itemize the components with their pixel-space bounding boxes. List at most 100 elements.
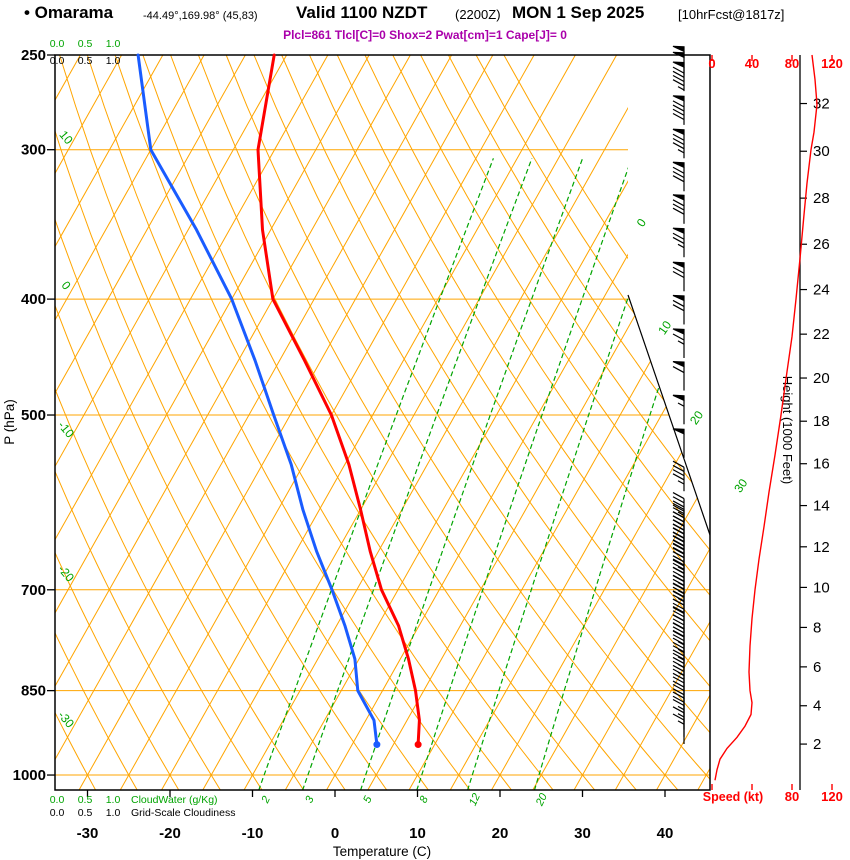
temperature-tick-label: -30 — [77, 825, 99, 842]
isotherm-line — [573, 55, 710, 790]
dry-adiabat-line — [420, 55, 710, 790]
wind-barb — [672, 492, 685, 523]
wind-barb — [672, 45, 685, 76]
wind-barb — [672, 428, 685, 458]
isotherm-line — [119, 55, 535, 790]
height-tick-label: 8 — [813, 619, 821, 636]
mixing-ratio-label: 20 — [533, 791, 550, 809]
cloudiness-scale-value: 0.0 — [50, 55, 65, 67]
temperature-tick-label: 40 — [657, 825, 674, 842]
isotherm-line — [367, 55, 710, 790]
wind-barb — [672, 328, 685, 358]
speed-tick-label: 80 — [785, 56, 799, 71]
dewpoint-curve — [136, 53, 379, 747]
isotherm-line — [202, 55, 618, 790]
cloudiness-scale-value: 0.5 — [78, 807, 93, 819]
height-tick-label: 22 — [813, 326, 830, 343]
dry-adiabat-label: -10 — [55, 418, 77, 441]
height-tick-label: 20 — [813, 370, 830, 387]
forecast-info: [10hrFcst@1817z] — [678, 7, 785, 22]
temperature-axis: -30 -20 -10 0 10 20 30 40 Temperature (C) — [77, 790, 674, 859]
dry-adiabat-line — [475, 55, 710, 790]
dry-adiabat-line — [142, 55, 554, 790]
cloud-scales: 0.00.00.00.00.50.50.50.51.01.01.01.0Clou… — [50, 38, 236, 819]
dry-adiabat-label: -20 — [55, 562, 77, 585]
station-title: • Omarama — [24, 3, 114, 22]
wind-barb — [672, 194, 685, 224]
height-tick-label: 24 — [813, 282, 830, 299]
dry-adiabat-line — [364, 55, 710, 790]
speed-axis-title: Speed (kt) — [703, 790, 763, 804]
plot-border — [54, 54, 711, 791]
mixing-ratio-label: 3 — [303, 794, 317, 805]
wind-barb — [672, 460, 685, 492]
wind-speed-curve — [714, 54, 818, 781]
dry-adiabat-line — [55, 55, 346, 790]
wind-barb — [672, 95, 685, 125]
temperature-tick-label: 20 — [492, 825, 509, 842]
height-tick-label: 12 — [813, 539, 830, 556]
isotherm-line — [284, 55, 700, 790]
pressure-axis-title: P (hPa) — [2, 399, 17, 445]
dry-adiabat-line — [225, 55, 679, 790]
mixing-ratio-line — [359, 158, 584, 790]
isotherm-label: 10 — [655, 318, 674, 337]
dry-adiabat-line — [55, 55, 305, 790]
speed-axis: 0 40 80 80 120 120 Speed (kt) — [703, 55, 843, 804]
dry-adiabat-label: -30 — [55, 708, 77, 731]
dry-adiabat-line — [55, 55, 263, 790]
mixing-ratio-line — [533, 158, 710, 790]
speed-tick-label: 80 — [785, 789, 799, 804]
isotherm-label: 30 — [731, 476, 750, 495]
mixing-ratio-label: 12 — [467, 792, 483, 808]
height-tick-label: 4 — [813, 698, 821, 715]
isotherm-line — [532, 55, 710, 790]
height-tick-label: 32 — [813, 96, 830, 113]
dewpoint-curve-surface-dot — [373, 741, 381, 749]
isotherm-line — [161, 55, 576, 790]
temperature-tick-label: -10 — [242, 825, 264, 842]
height-tick-label: 2 — [813, 736, 821, 753]
isotherm-line — [55, 55, 164, 790]
dry-adiabat-line — [55, 55, 97, 790]
cloudwater-scale-value: 1.0 — [106, 38, 121, 50]
height-tick-label: 18 — [813, 413, 830, 430]
valid-time-utc: (2200Z) — [455, 7, 501, 22]
isotherm-line — [408, 55, 710, 790]
dry-adiabat-line — [55, 55, 138, 790]
isotherm-line — [55, 55, 411, 790]
mixing-ratio-line — [416, 158, 633, 790]
mixing-ratio-label: 2 — [259, 794, 273, 806]
isotherm-label: 20 — [687, 408, 706, 427]
station-coords: -44.49°,169.98° (45,83) — [143, 10, 258, 22]
cloudwater-scale-value: 0.5 — [78, 38, 93, 50]
sounding-parameters: Plcl=861 Tlcl[C]=0 Shox=2 Pwat[cm]=1 Cap… — [283, 28, 567, 42]
cloudiness-scale-value: 1.0 — [106, 807, 121, 819]
mixing-ratio-label: 5 — [361, 794, 375, 805]
height-tick-label: 16 — [813, 456, 830, 473]
skewt-grid — [55, 55, 710, 790]
pressure-tick-label: 400 — [21, 291, 46, 308]
speed-tick-label: 120 — [821, 789, 843, 804]
wind-barbs — [672, 45, 685, 745]
mixing-ratio-line — [258, 158, 494, 790]
dry-adiabat-line — [170, 55, 596, 790]
dry-adiabat-line — [55, 55, 388, 790]
isotherm-line — [55, 55, 329, 790]
temperature-tick-label: -20 — [159, 825, 181, 842]
cloudiness-scale-value: 0.0 — [50, 807, 65, 819]
wind-barb — [672, 360, 685, 391]
pressure-tick-label: 500 — [21, 407, 46, 424]
wind-barb — [672, 394, 685, 425]
dry-adiabat-line — [59, 55, 430, 790]
wind-barb — [672, 161, 685, 192]
cloudwater-scale-value: 1.0 — [106, 794, 121, 806]
wind-barb — [672, 713, 685, 745]
height-tick-label: 30 — [813, 143, 830, 160]
cloudwater-scale-value: 0.0 — [50, 794, 65, 806]
height-tick-label: 14 — [813, 498, 830, 515]
cloudwater-scale-value: 0.0 — [50, 38, 65, 50]
pressure-tick-label: 300 — [21, 142, 46, 159]
